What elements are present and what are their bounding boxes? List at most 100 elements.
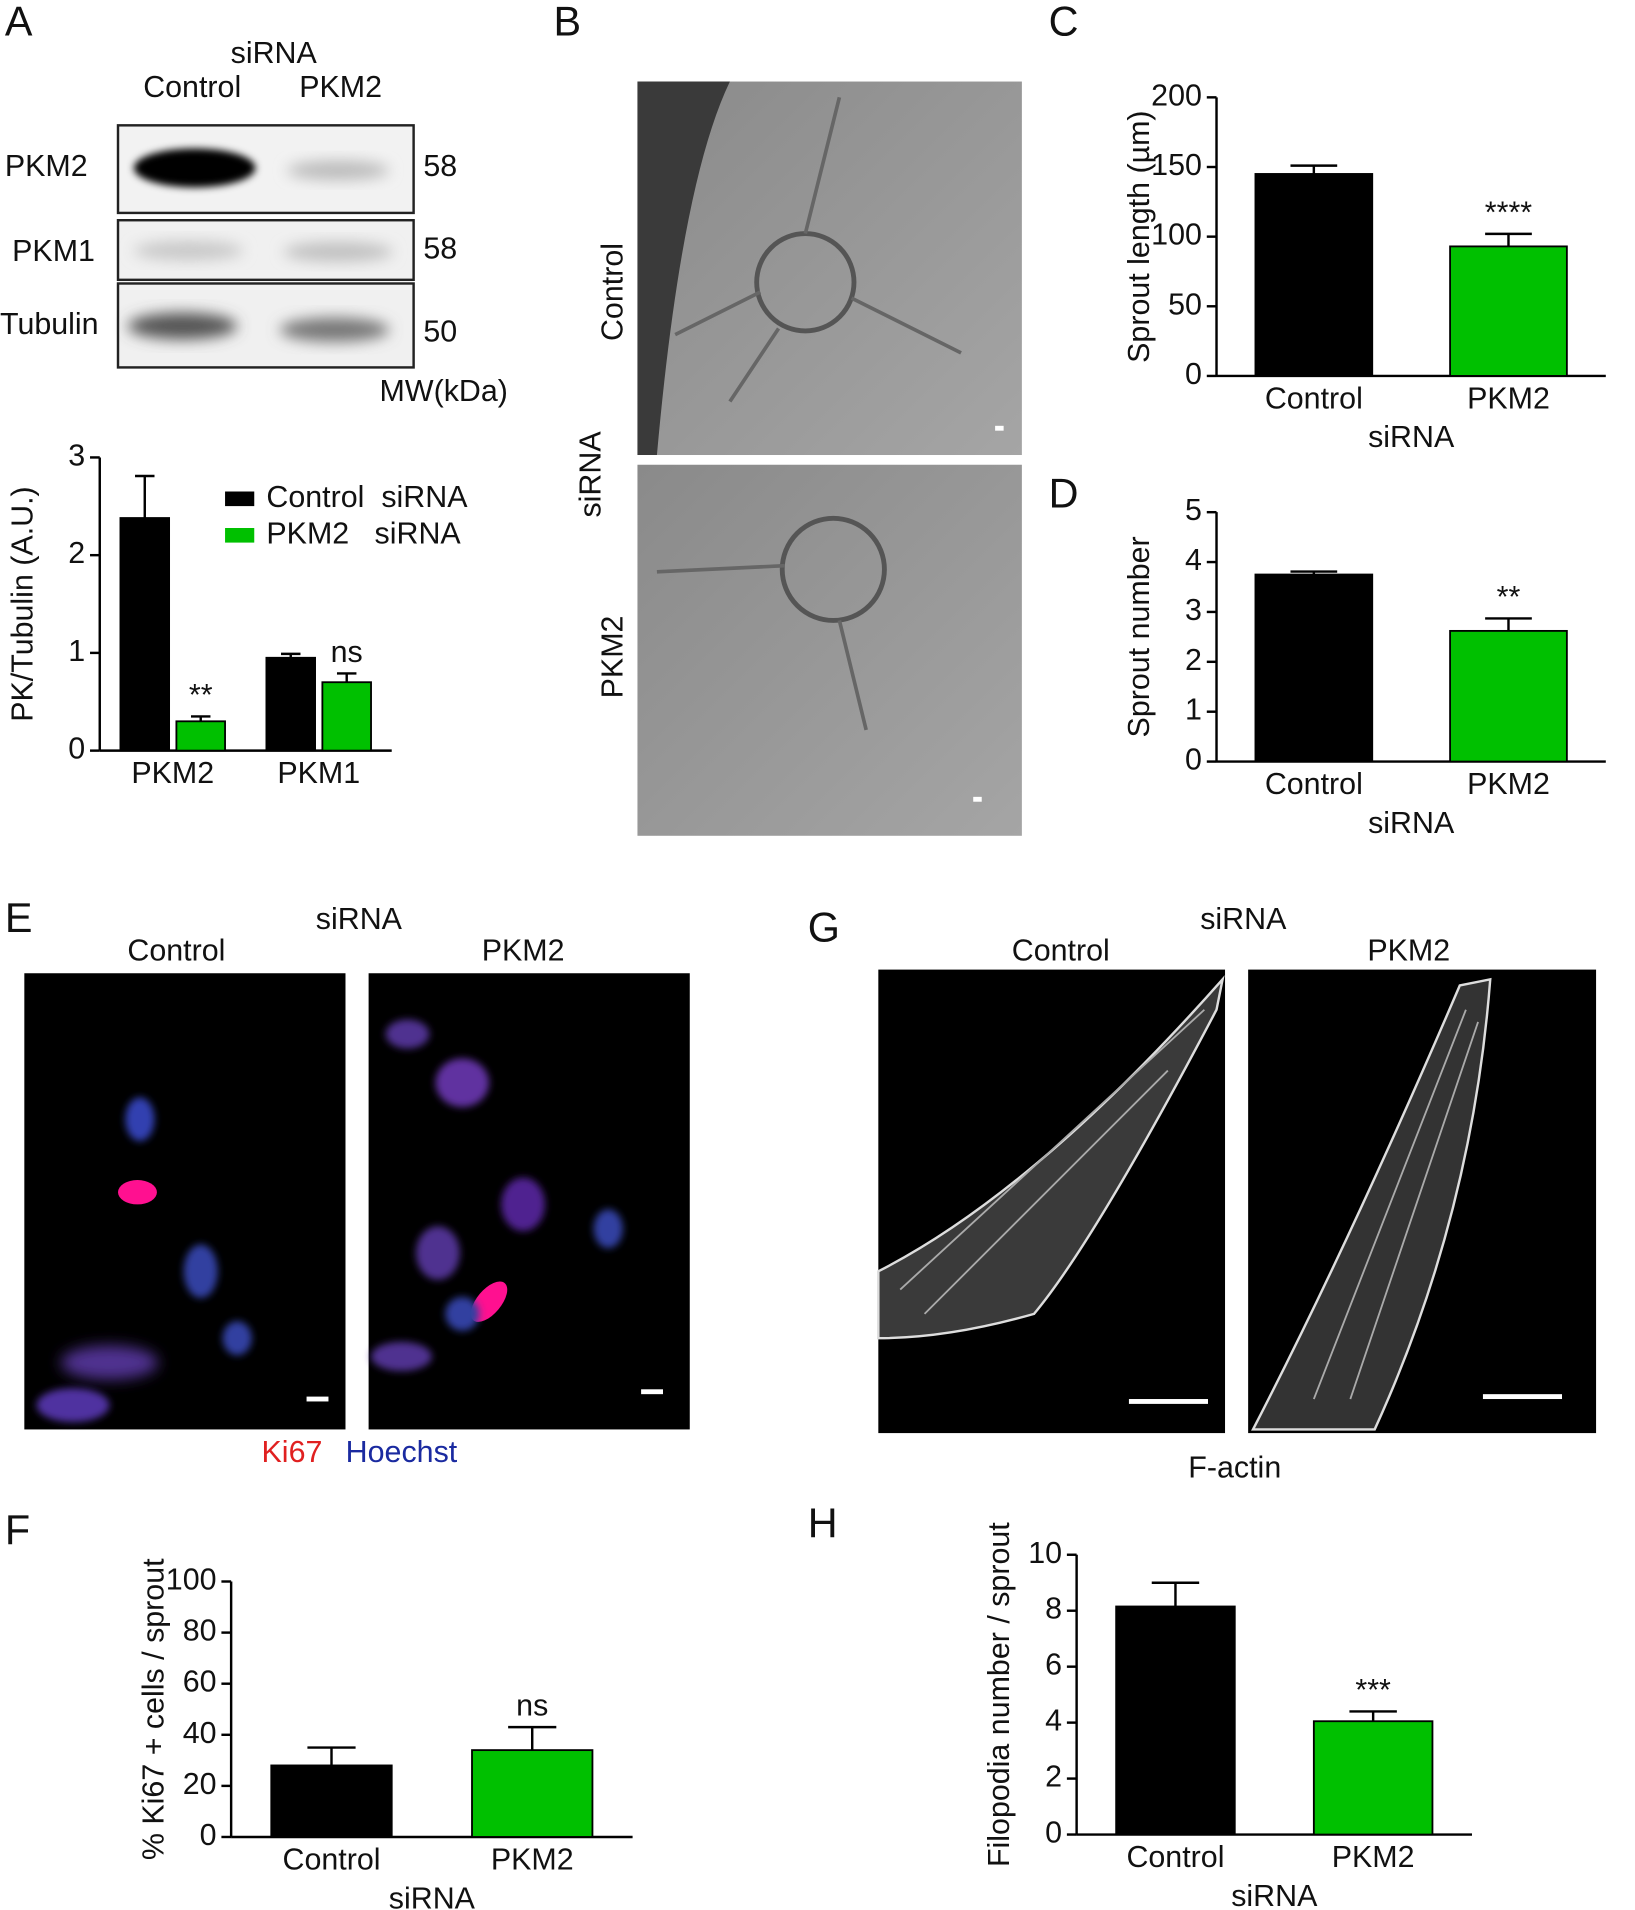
y-tick-label: 0 <box>68 732 85 766</box>
y-tick-label: 4 <box>1045 1704 1062 1738</box>
y-tick-label: 60 <box>183 1665 217 1699</box>
annotation: **** <box>1485 195 1532 229</box>
blot-mw: 50 <box>423 314 457 348</box>
blot-row-label: PKM2 <box>5 149 88 183</box>
panel-label: C <box>1049 0 1079 44</box>
column-label: PKM2 <box>482 934 565 968</box>
bar <box>119 517 171 752</box>
bar <box>1254 573 1374 763</box>
fluorescence-image <box>24 973 690 1430</box>
x-tick-label: PKM2 <box>1467 767 1550 801</box>
y-axis-label: Filopodia number / sprout <box>982 1522 1016 1867</box>
column-label: Control <box>1012 934 1110 968</box>
blot-mw-unit: MW(kDa) <box>380 374 508 408</box>
bar <box>1254 173 1374 377</box>
y-axis-label: Sprout number <box>1122 536 1156 737</box>
column-label: PKM2 <box>1367 934 1450 968</box>
y-tick-label: 8 <box>1045 1592 1062 1626</box>
y-tick-label: 0 <box>1045 1816 1062 1850</box>
panel-label: D <box>1049 470 1079 516</box>
blot-row-label: PKM1 <box>12 234 95 268</box>
y-tick-label: 2 <box>1185 643 1202 677</box>
x-tick-label: PKM2 <box>1332 1840 1415 1874</box>
legend-label: Control siRNA <box>266 480 468 514</box>
panel-label: E <box>5 895 33 941</box>
blot-row-label: Tubulin <box>0 307 99 341</box>
legend-swatch <box>225 491 255 507</box>
y-tick-label: 3 <box>68 438 85 472</box>
y-tick-label: 4 <box>1185 543 1202 577</box>
y-axis-label: Sprout length (µm) <box>1122 110 1156 362</box>
x-tick-label: PKM2 <box>1467 381 1550 415</box>
y-tick-label: 100 <box>1151 218 1202 252</box>
x-axis-label: siRNA <box>389 1881 476 1910</box>
bar <box>321 681 372 752</box>
bar <box>1449 629 1568 763</box>
x-tick-label: PKM2 <box>131 756 214 790</box>
blot-header: siRNA <box>231 36 318 70</box>
y-tick-label: 40 <box>183 1716 217 1750</box>
y-tick-label: 1 <box>1185 693 1202 727</box>
annotation: ns <box>516 1689 548 1723</box>
blot-mw: 58 <box>423 149 457 183</box>
bar <box>471 1749 594 1838</box>
y-tick-label: 6 <box>1045 1648 1062 1682</box>
annotation: ns <box>331 635 363 669</box>
y-tick-label: 80 <box>183 1614 217 1648</box>
blot-image <box>116 124 415 369</box>
y-axis-label: % Ki67 + cells / sprout <box>137 1558 171 1860</box>
x-axis-label: siRNA <box>1368 806 1455 840</box>
stain-label: Ki67 <box>262 1435 323 1469</box>
bar <box>270 1764 393 1838</box>
panel-label: H <box>808 1501 838 1547</box>
annotation: *** <box>1355 1673 1391 1707</box>
image-header: siRNA <box>316 902 403 936</box>
bar <box>175 720 226 752</box>
lane-label: PKM2 <box>299 70 382 104</box>
blot-mw: 58 <box>423 232 457 266</box>
y-tick-label: 50 <box>1168 287 1202 321</box>
panel-label: A <box>5 0 33 44</box>
row-label: PKM2 <box>595 616 629 699</box>
y-tick-label: 0 <box>1185 743 1202 777</box>
x-tick-label: Control <box>282 1842 380 1876</box>
bar <box>1312 1720 1434 1836</box>
stain-label: Hoechst <box>346 1435 458 1469</box>
image-caption: F-actin <box>1188 1451 1281 1485</box>
image-header: siRNA <box>1200 902 1287 936</box>
y-tick-label: 0 <box>1185 357 1202 391</box>
y-tick-label: 10 <box>1028 1536 1062 1570</box>
y-tick-label: 200 <box>1151 78 1202 112</box>
legend-swatch <box>225 528 255 543</box>
x-tick-label: Control <box>1126 1840 1224 1874</box>
legend-label: PKM2 siRNA <box>266 516 461 550</box>
y-tick-label: 150 <box>1151 148 1202 182</box>
y-tick-label: 3 <box>1185 593 1202 627</box>
y-tick-label: 100 <box>166 1563 217 1597</box>
annotation: ** <box>189 678 213 712</box>
bar <box>265 656 316 752</box>
x-tick-label: PKM1 <box>277 756 360 790</box>
y-tick-label: 2 <box>68 536 85 570</box>
y-axis-label: PK/Tubulin (A.U.) <box>5 486 39 721</box>
actin-image <box>877 969 1597 1434</box>
y-tick-label: 0 <box>200 1818 217 1852</box>
row-label: Control <box>595 243 629 341</box>
y-tick-label: 20 <box>183 1767 217 1801</box>
side-label: siRNA <box>573 431 607 518</box>
panel-label: F <box>5 1507 30 1553</box>
x-tick-label: Control <box>1265 381 1363 415</box>
lane-label: Control <box>143 70 241 104</box>
y-tick-label: 1 <box>68 634 85 668</box>
x-axis-label: siRNA <box>1368 420 1455 454</box>
column-label: Control <box>127 934 225 968</box>
panel-label: G <box>808 905 840 951</box>
x-tick-label: PKM2 <box>491 1842 574 1876</box>
x-axis-label: siRNA <box>1231 1879 1318 1910</box>
x-tick-label: Control <box>1265 767 1363 801</box>
y-tick-label: 2 <box>1045 1760 1062 1794</box>
bar <box>1449 245 1568 377</box>
bar <box>1115 1605 1236 1836</box>
